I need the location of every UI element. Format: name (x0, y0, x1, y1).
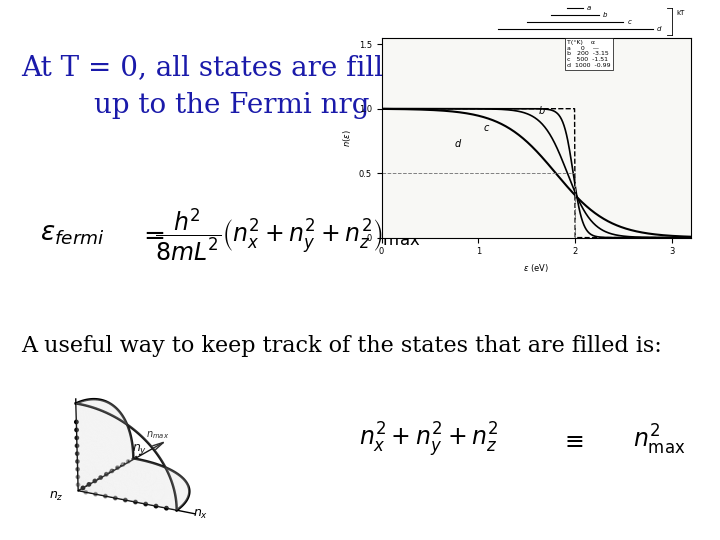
Text: up to the Fermi nrg: up to the Fermi nrg (94, 92, 369, 119)
Text: $\varepsilon_{fermi}$: $\varepsilon_{fermi}$ (40, 222, 104, 247)
Text: $\equiv$: $\equiv$ (560, 429, 585, 451)
X-axis label: $\varepsilon$ (eV): $\varepsilon$ (eV) (523, 262, 549, 274)
Text: d: d (454, 139, 460, 150)
Text: d: d (657, 26, 661, 32)
Text: kT: kT (677, 10, 685, 16)
Text: $=$: $=$ (138, 222, 164, 247)
Text: A useful way to keep track of the states that are filled is:: A useful way to keep track of the states… (22, 335, 662, 357)
Y-axis label: $n(\varepsilon)$: $n(\varepsilon)$ (341, 129, 354, 146)
Text: b: b (603, 12, 608, 18)
Text: T(°K)    α
a     0    —
b   200  -3.15
c   500  -1.51
d  1000  -0.99: T(°K) α a 0 — b 200 -3.15 c 500 -1.51 d … (567, 40, 611, 68)
Text: c: c (483, 123, 489, 133)
Text: $n_x^2 + n_y^2 + n_z^2$: $n_x^2 + n_y^2 + n_z^2$ (359, 421, 498, 460)
Text: a: a (587, 5, 591, 11)
Text: At T = 0, all states are filled: At T = 0, all states are filled (22, 54, 418, 81)
Text: c: c (627, 19, 631, 25)
Text: $\dfrac{h^2}{8mL^2}\left(n_x^2 + n_y^2 + n_z^2\right)_{\rm max}$: $\dfrac{h^2}{8mL^2}\left(n_x^2 + n_y^2 +… (156, 206, 420, 264)
Text: b: b (539, 106, 544, 116)
Text: $n^2_{\rm max}$: $n^2_{\rm max}$ (633, 423, 685, 457)
